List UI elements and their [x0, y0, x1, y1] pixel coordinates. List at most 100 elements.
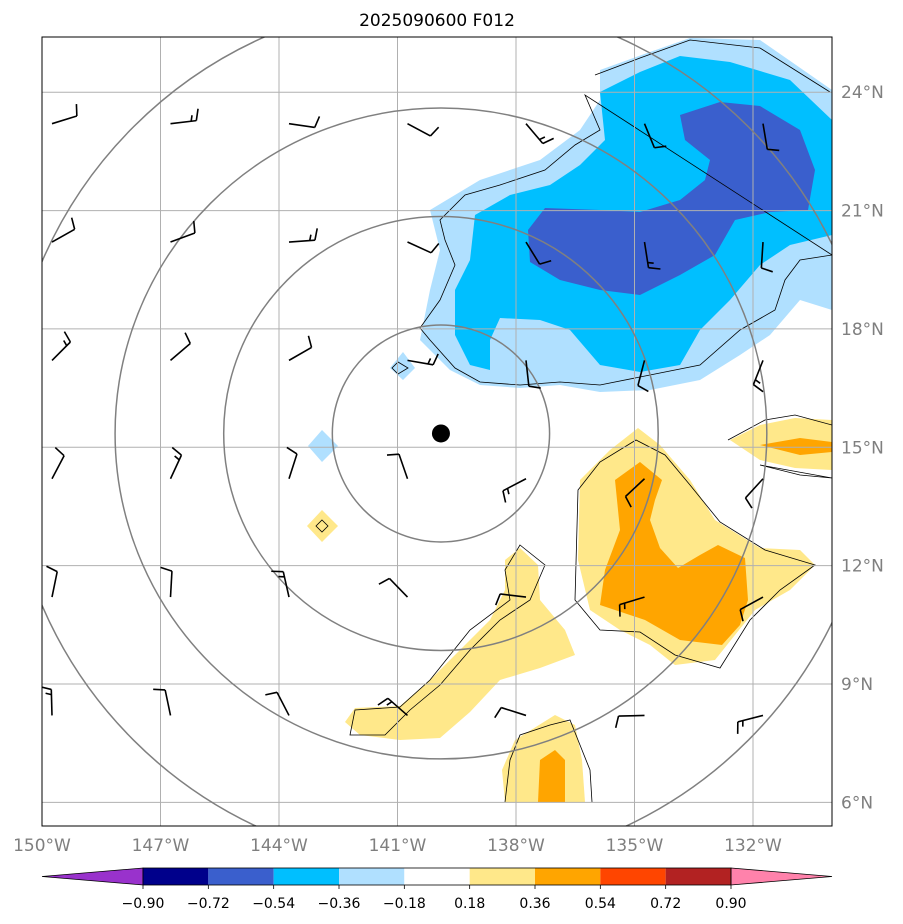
colorbar-tick-label: −0.90 — [122, 896, 165, 912]
wind-barb-staff — [739, 596, 764, 611]
wind-barb-half-flag — [45, 692, 52, 696]
wind-barb-staff — [407, 359, 434, 366]
longitude-tick-labels: 150°W 147°W 144°W 141°W 138°W 135°W 132°W — [13, 836, 782, 856]
wind-barb — [752, 360, 764, 393]
small-yellow-blob — [307, 510, 338, 542]
lat-tick-label: 9°N — [841, 675, 873, 695]
wind-barb-flag — [314, 228, 318, 241]
wind-barb-staff — [762, 123, 769, 150]
wind-barb-staff — [50, 689, 53, 716]
colorbar-tick-label: −0.18 — [383, 896, 426, 912]
wind-barb-half-flag — [754, 379, 761, 384]
wind-barb-staff — [643, 123, 656, 149]
wind-barb-flag — [648, 266, 661, 270]
wind-barb-half-flag — [539, 136, 546, 141]
wind-barb — [494, 706, 527, 719]
colorbar-segment — [273, 868, 339, 885]
wind-barb-staff — [170, 119, 197, 125]
wind-barb — [378, 577, 409, 598]
wind-barb — [386, 453, 409, 479]
wind-barb-half-flag — [190, 115, 193, 122]
wind-barb-flag — [386, 453, 400, 456]
wind-barb-staff — [500, 593, 527, 598]
colorbar-segment — [339, 868, 405, 885]
wind-barb — [51, 217, 76, 243]
wind-barb-staff — [618, 714, 645, 717]
colorbar-extend-low — [41, 867, 144, 886]
wind-barb-flag — [184, 332, 191, 344]
wind-barb-staff — [407, 122, 431, 137]
wind-barb — [170, 220, 196, 243]
wind-barb-staff — [51, 571, 58, 598]
colorbar-tick-label: −0.72 — [187, 896, 230, 912]
orange-fill-right-edge — [760, 438, 832, 455]
wind-barb-staff — [619, 596, 645, 606]
wind-barb — [637, 360, 649, 393]
wind-barb-flag — [528, 385, 541, 389]
lat-tick-label: 21°N — [841, 202, 884, 222]
wind-barb — [762, 123, 780, 152]
small-blue-blob-2 — [308, 430, 338, 462]
lat-tick-label: 24°N — [841, 83, 884, 103]
wind-barb-flag — [195, 108, 199, 121]
wind-barb-flag — [46, 565, 58, 573]
lon-tick-label: 141°W — [369, 836, 427, 856]
lat-tick-label: 12°N — [841, 557, 884, 577]
wind-barb-staff — [525, 241, 541, 265]
wind-barb-flag — [192, 220, 196, 234]
colorbar-tick-label: 0.54 — [585, 896, 616, 912]
colorbar-tick-label: 0.90 — [715, 896, 746, 912]
wind-barb-staff — [51, 115, 78, 125]
wind-barb — [407, 241, 440, 254]
wind-barb-flag — [637, 384, 649, 393]
wind-barb — [624, 478, 646, 508]
lat-tick-label: 15°N — [841, 438, 884, 458]
wind-barb-staff — [407, 241, 432, 254]
wind-barb — [288, 335, 313, 362]
wind-barb-staff — [51, 455, 65, 480]
range-ring-0 — [331, 324, 551, 543]
wind-barb-flag — [429, 126, 440, 137]
lon-tick-label: 144°W — [250, 836, 308, 856]
wind-barb — [153, 688, 172, 716]
wind-barb-flag — [761, 267, 773, 273]
wind-barb — [160, 566, 173, 598]
wind-barb-half-flag — [506, 488, 510, 495]
wind-barb — [407, 353, 439, 366]
wind-barb-flag — [739, 609, 744, 622]
colorbar-tick-label: −0.36 — [318, 896, 361, 912]
wind-barb-staff — [388, 577, 409, 598]
lat-tick-label: 18°N — [841, 320, 884, 340]
wind-barb-flag — [494, 593, 501, 606]
chart-title: 2025090600 F012 — [359, 11, 515, 31]
wind-barb-flag — [654, 145, 667, 149]
wind-barb — [42, 686, 53, 716]
wind-barb — [739, 596, 764, 622]
wind-barb-staff — [624, 478, 646, 498]
wind-barb — [494, 593, 527, 606]
wind-barb-staff — [500, 706, 527, 717]
wind-barb — [643, 241, 661, 270]
wind-barb-staff — [51, 341, 71, 361]
wind-barb-flag — [744, 497, 753, 509]
wind-barb-flag — [614, 715, 620, 728]
wind-barb-flag — [307, 335, 313, 348]
wind-barb-staff — [170, 232, 196, 243]
wind-barb-flag — [502, 490, 507, 503]
range-ring-2 — [114, 107, 768, 760]
colorbar-extend-high — [730, 867, 833, 886]
lon-tick-label: 132°W — [724, 836, 782, 856]
wind-barb-staff — [502, 478, 527, 492]
colorbar-segment — [535, 868, 601, 885]
wind-barb — [170, 108, 199, 125]
wind-barb-half-flag — [308, 234, 312, 241]
wind-barb-flag — [42, 686, 52, 691]
wind-barb — [760, 241, 773, 273]
storm-center-marker — [431, 424, 450, 443]
colorbar-segment — [404, 868, 470, 885]
wind-barb — [525, 241, 552, 265]
wind-barb-flag — [313, 116, 321, 128]
lon-tick-label: 147°W — [132, 836, 190, 856]
wind-barb — [614, 714, 645, 728]
colorbar-tick-label: 0.18 — [454, 896, 485, 912]
